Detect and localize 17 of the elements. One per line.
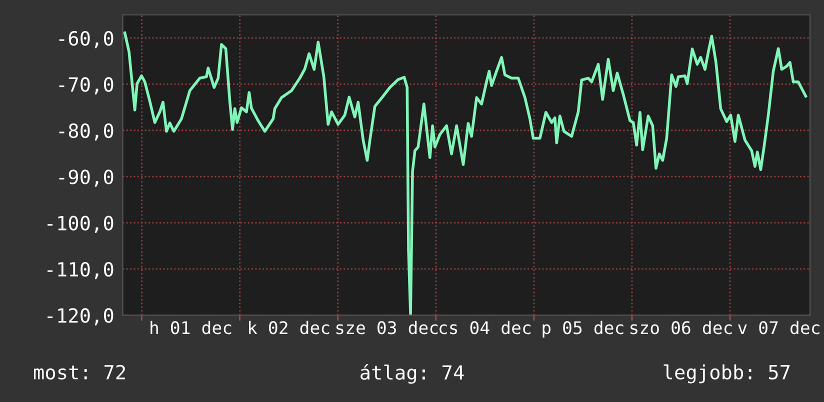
- x-tick-label: v 07 dec: [738, 320, 820, 334]
- text: átlag: 74: [360, 364, 464, 384]
- x-tick-label: h 01 dec: [150, 320, 232, 334]
- y-tick-label: -120,0: [48, 308, 114, 326]
- y-tick-label: -70,0: [59, 77, 114, 94]
- y-tick-label: -60,0: [59, 30, 114, 48]
- y-tick-label: -100,0: [48, 216, 114, 233]
- y-tick-label: -90,0: [59, 170, 114, 187]
- text: most: 72: [34, 364, 125, 380]
- x-tick-label: cs 04 dec: [440, 320, 530, 334]
- x-tick-label: p 05 dec: [542, 320, 624, 338]
- text: legjobb: 57: [664, 364, 790, 384]
- x-tick-label: szo 06 dec: [630, 320, 732, 334]
- x-tick-label: k 02 dec: [249, 320, 330, 334]
- x-tick-label: sze 03 dec: [336, 320, 438, 334]
- y-tick-label: -110,0: [48, 262, 114, 280]
- y-tick-label: -80,0: [59, 123, 114, 141]
